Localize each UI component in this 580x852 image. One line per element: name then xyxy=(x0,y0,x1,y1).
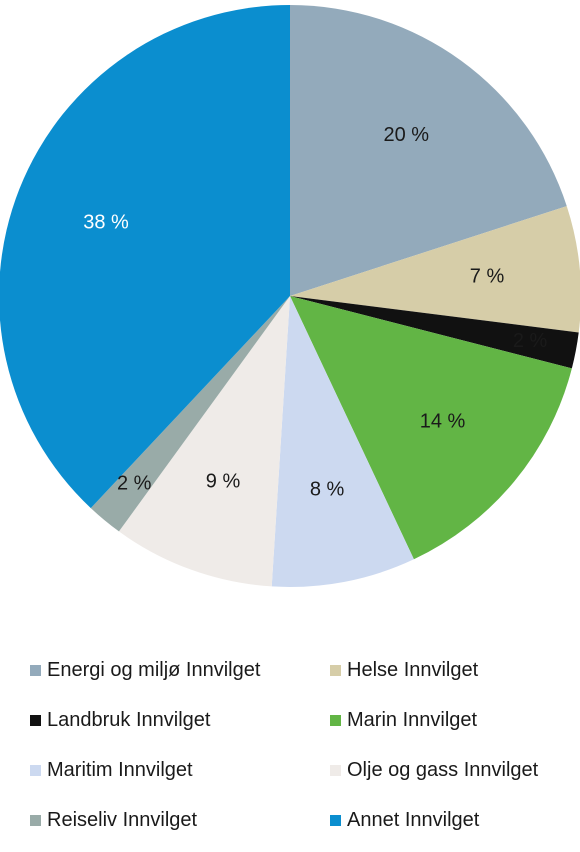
legend-item-landbruk: Landbruk Innvilget xyxy=(30,702,330,738)
legend-swatch xyxy=(30,814,41,826)
legend-swatch xyxy=(330,664,341,676)
chart-legend: Energi og miljø Innvilget Helse Innvilge… xyxy=(30,652,580,852)
pie-labels: 20 % 7 % 2 % 14 % 8 % 9 % 2 % 38 % xyxy=(83,124,547,501)
pie-slice-label-annet-innvilget: 38 % xyxy=(83,211,129,233)
legend-label: Energi og miljø Innvilget xyxy=(47,658,261,681)
pie-slice-maritim-innvilget xyxy=(271,296,414,588)
legend-item-helse: Helse Innvilget xyxy=(330,652,580,688)
legend-label: Annet Innvilget xyxy=(347,808,480,831)
legend-swatch xyxy=(30,764,41,776)
legend-item-marin: Marin Innvilget xyxy=(330,702,580,738)
pie-slice-label-maritim-innvilget: 8 % xyxy=(310,479,345,501)
legend-item-olje-og-gass: Olje og gass Innvilget xyxy=(330,752,580,788)
pie-slice-label-helse-innvilget: 7 % xyxy=(470,266,505,288)
legend-label: Maritim Innvilget xyxy=(47,758,193,781)
pie-slice-reiseliv-innvilget xyxy=(90,296,290,532)
legend-label: Marin Innvilget xyxy=(347,708,478,731)
legend-swatch xyxy=(330,814,341,826)
legend-item-annet: Annet Innvilget xyxy=(330,802,580,838)
pie-slices xyxy=(0,5,580,588)
legend-label: Helse Innvilget xyxy=(347,658,479,681)
pie-slice-label-reiseliv-innvilget: 2 % xyxy=(117,473,152,495)
pie-slice-label-energi-og-miljo-innvilget: 20 % xyxy=(384,124,430,146)
pie-chart: 20 % 7 % 2 % 14 % 8 % 9 % 2 % 38 % xyxy=(0,5,580,588)
legend-item-maritim: Maritim Innvilget xyxy=(30,752,330,788)
pie-slice-label-marin-innvilget: 14 % xyxy=(420,410,466,432)
legend-swatch xyxy=(30,714,41,726)
pie-slice-landbruk-innvilget xyxy=(290,296,579,369)
legend-label: Reiseliv Innvilget xyxy=(47,808,198,831)
legend-swatch xyxy=(30,664,41,676)
pie-slice-label-olje-og-gass-innvilget: 9 % xyxy=(206,470,241,492)
pie-slice-helse-innvilget xyxy=(290,206,580,333)
pie-slice-marin-innvilget xyxy=(290,296,572,560)
legend-item-reiseliv: Reiseliv Innvilget xyxy=(30,802,330,838)
pie-slice-annet-innvilget xyxy=(0,5,290,509)
legend-label: Olje og gass Innvilget xyxy=(347,758,539,781)
pie-slice-label-landbruk-innvilget: 2 % xyxy=(513,330,548,352)
pie-slice-energi-og-miljo-innvilget xyxy=(290,5,567,296)
legend-swatch xyxy=(330,714,341,726)
legend-item-energi-og-miljo: Energi og miljø Innvilget xyxy=(30,652,330,688)
legend-label: Landbruk Innvilget xyxy=(47,708,211,731)
legend-swatch xyxy=(330,764,341,776)
pie-slice-olje-og-gass-innvilget xyxy=(118,296,290,587)
